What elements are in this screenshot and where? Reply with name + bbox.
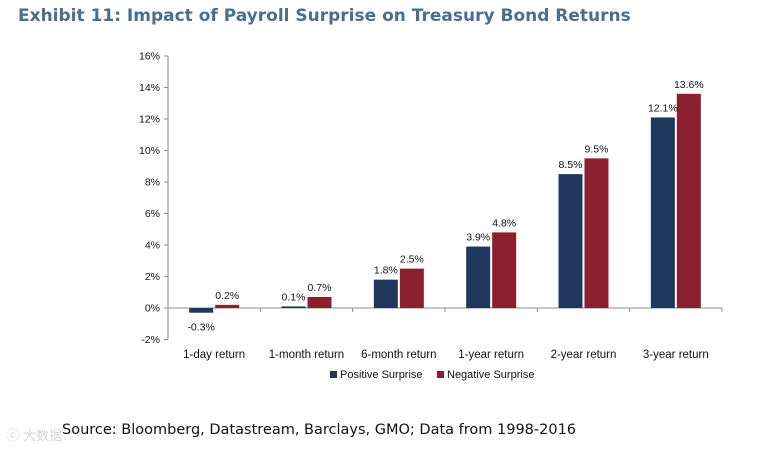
source-note: Source: Bloomberg, Datastream, Barclays,…	[62, 422, 577, 438]
x-tick-label: 3-year return	[643, 349, 709, 361]
data-label: 3.9%	[466, 232, 490, 244]
data-label: 2.5%	[400, 254, 424, 266]
x-tick-label: 1-month return	[269, 349, 344, 361]
bar-negative-surprise	[399, 268, 424, 308]
axes: -2% 0% 2% 4% 6% 8% 10% 12% 14% 16% 1-day return 1-m…	[139, 51, 723, 361]
data-label: 8.5%	[559, 159, 583, 171]
data-label: 1.8%	[374, 265, 398, 277]
x-tick-label: 1-day return	[183, 349, 245, 361]
bar-negative-surprise	[584, 158, 609, 308]
y-tick-label: 0%	[145, 303, 160, 315]
x-tick-label: 2-year return	[551, 349, 617, 361]
x-tick-label: 6-month return	[361, 349, 436, 361]
data-label: 4.8%	[492, 217, 516, 229]
bar-negative-surprise	[307, 296, 332, 308]
y-tick-label: 14%	[139, 82, 160, 94]
legend-label: Positive Surprise	[340, 369, 423, 381]
data-label: 9.5%	[585, 143, 609, 155]
data-label: -0.3%	[187, 322, 214, 334]
data-label: 13.6%	[674, 79, 704, 91]
bar-positive-surprise	[189, 308, 214, 313]
legend-label: Negative Surprise	[447, 369, 534, 381]
bars	[189, 93, 701, 313]
y-tick-label: 8%	[145, 177, 160, 189]
legend-swatch	[330, 371, 337, 378]
legend: Positive Surprise Negative Surprise	[330, 369, 534, 381]
watermark: ⓒ 大数据	[6, 429, 63, 444]
bar-negative-surprise	[676, 93, 701, 308]
data-label: 12.1%	[648, 102, 678, 114]
y-tick-label: 6%	[145, 208, 160, 220]
y-tick-label: 4%	[145, 240, 160, 252]
bar-positive-surprise	[466, 246, 491, 308]
data-labels: -0.3% 0.2% 0.1%0.7% 1.8%2.5% 3.9%4.8% 8.5%9.5…	[187, 79, 703, 334]
y-tick-label: 10%	[139, 145, 160, 157]
y-tick-label: 2%	[145, 271, 160, 283]
data-label: 0.2%	[215, 290, 239, 302]
data-label: 0.7%	[308, 282, 332, 294]
y-tick-label: 16%	[139, 51, 160, 63]
data-label: 0.1%	[282, 291, 306, 303]
bar-negative-surprise	[492, 232, 517, 308]
y-tick-label: 12%	[139, 114, 160, 126]
bar-positive-surprise	[558, 174, 583, 308]
x-tick-label: 1-year return	[458, 349, 524, 361]
bar-positive-surprise	[373, 279, 398, 308]
bar-negative-surprise	[215, 304, 240, 308]
chart-title: Exhibit 11: Impact of Payroll Surprise o…	[18, 6, 631, 26]
bar-positive-surprise	[650, 117, 675, 308]
bar-positive-surprise	[281, 306, 306, 308]
legend-swatch	[437, 371, 444, 378]
y-tick-label: -2%	[141, 334, 160, 346]
